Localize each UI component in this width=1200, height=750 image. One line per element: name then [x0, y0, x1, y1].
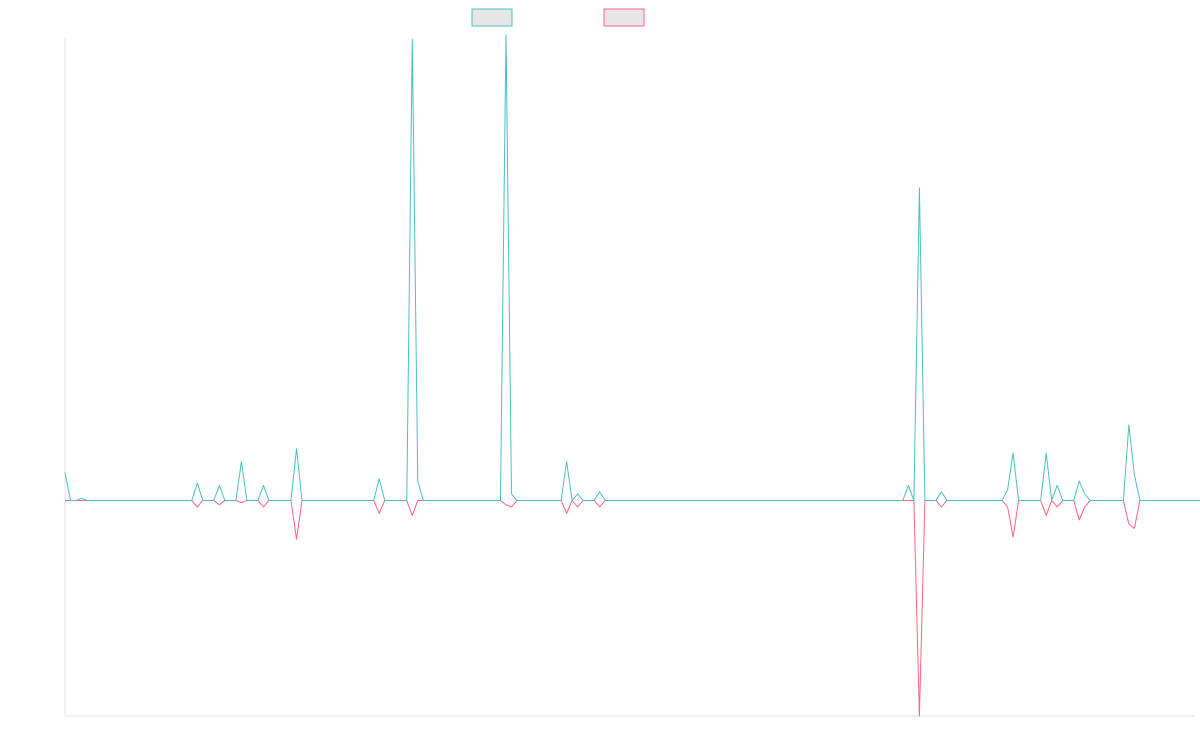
- legend-swatch-2: [603, 8, 645, 27]
- legend-swatch-1: [471, 8, 513, 27]
- series-layer: [64, 34, 1200, 717]
- axes: [64, 37, 1195, 717]
- series-line-2: [65, 499, 1200, 717]
- series-line-1: [64, 34, 1200, 501]
- legend: [471, 8, 645, 27]
